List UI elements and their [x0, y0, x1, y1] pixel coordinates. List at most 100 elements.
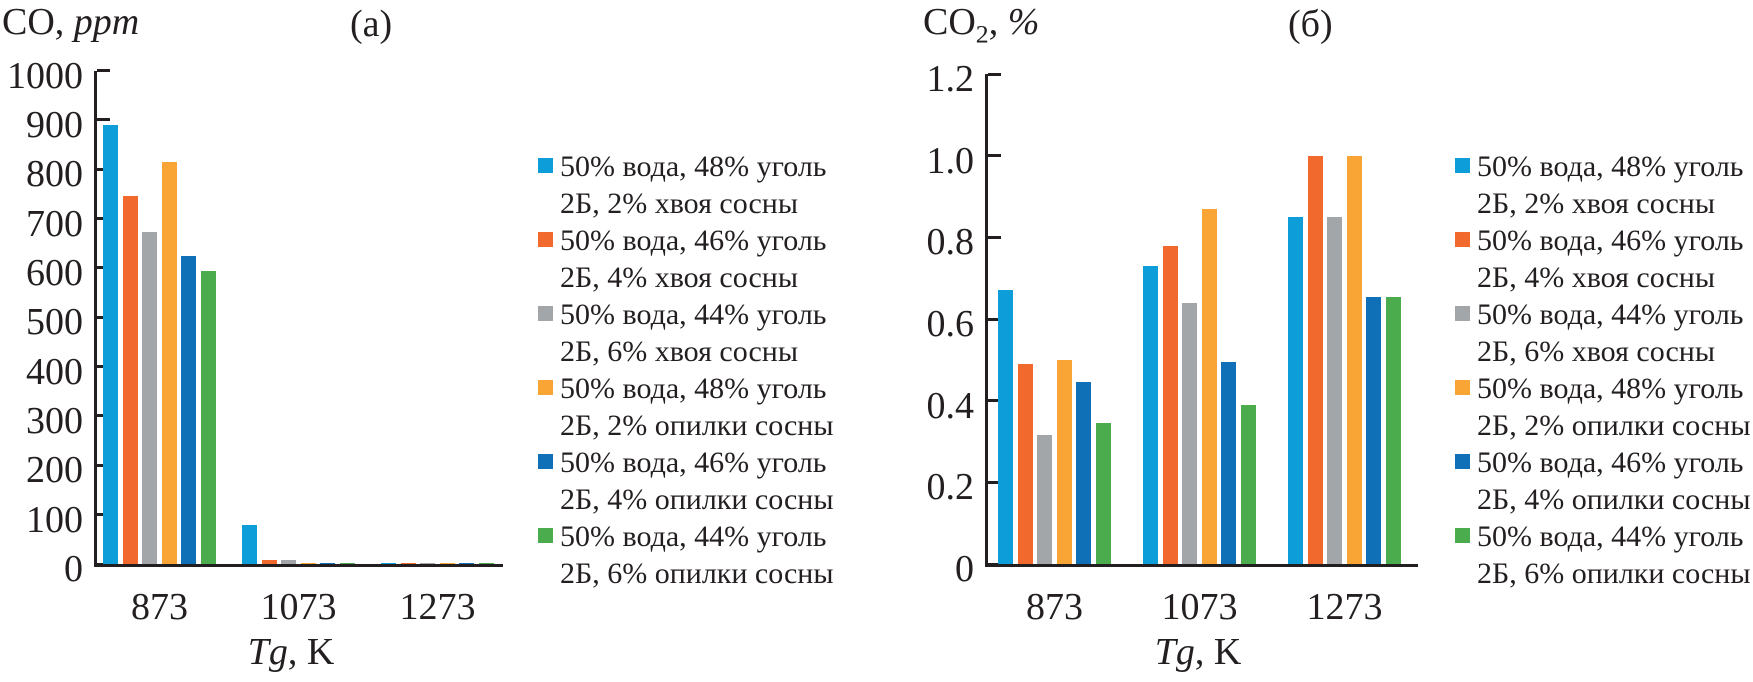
bar — [1346, 155, 1362, 564]
y-tick-label: 0 — [64, 548, 83, 590]
legend-entry: 50% вода, 44% уголь 2Б, 6% опилки сосны — [538, 518, 848, 592]
y-tick-label: 0.2 — [926, 466, 975, 509]
legend-entry: 50% вода, 48% уголь 2Б, 2% хвоя сосны — [1455, 148, 1753, 222]
y-tick-label: 400 — [26, 350, 83, 393]
chart-a-title-main: CO — [2, 1, 55, 43]
x-tick-label: 873 — [1026, 586, 1083, 628]
bar — [1017, 363, 1033, 564]
legend-swatch — [538, 380, 553, 395]
legend-entry: 50% вода, 44% уголь 2Б, 6% хвоя сосны — [1455, 296, 1753, 370]
bar — [242, 524, 257, 564]
y-tick-label: 300 — [26, 399, 83, 442]
bar — [1143, 265, 1158, 564]
legend-swatch — [1455, 528, 1470, 543]
chart-b-x-unit: , K — [1194, 631, 1242, 673]
legend-label-line: 2Б, 6% опилки сосны — [1477, 557, 1751, 590]
bar — [1201, 208, 1217, 564]
y-tick-label: 0.8 — [926, 221, 975, 264]
legend-entry: 50% вода, 44% уголь 2Б, 6% хвоя сосны — [538, 296, 848, 370]
x-axis — [93, 564, 503, 567]
y-tick-label: 1000 — [7, 54, 83, 97]
legend-label-line: 50% вода, 46% уголь — [560, 224, 827, 257]
bar — [479, 562, 494, 564]
bar — [1182, 302, 1198, 564]
legend-label-line: 50% вода, 44% уголь — [560, 520, 827, 553]
x-tick-label: 1073 — [260, 586, 337, 628]
legend-label-line: 2Б, 2% хвоя сосны — [1477, 187, 1715, 220]
bar — [1056, 359, 1072, 564]
chart-a-legend: 50% вода, 48% уголь 2Б, 2% хвоя сосны 50% … — [538, 148, 848, 592]
y-tick-label: 200 — [26, 449, 83, 492]
y-tick — [987, 399, 1001, 403]
legend-label-line: 50% вода, 44% уголь — [1477, 520, 1744, 553]
bar — [320, 562, 336, 564]
y-tick — [987, 317, 1001, 321]
y-tick-label: 0.6 — [926, 303, 975, 345]
chart-b-legend: 50% вода, 48% уголь 2Б, 2% хвоя сосны 50% … — [1455, 148, 1753, 592]
y-tick-label: 600 — [26, 251, 83, 294]
y-tick-label: 1.0 — [926, 139, 975, 182]
legend-entry: 50% вода, 48% уголь 2Б, 2% опилки сосны — [538, 370, 848, 444]
chart-a-y-axis-title: CO, ppm — [2, 1, 140, 49]
legend-swatch — [538, 306, 553, 321]
legend-entry: 50% вода, 48% уголь 2Б, 2% хвоя сосны — [538, 148, 848, 222]
chart-b-title-sep: , — [988, 1, 999, 43]
bar — [439, 562, 455, 564]
bar — [1162, 245, 1178, 564]
legend-label-line: 2Б, 4% опилки сосны — [560, 483, 834, 516]
bar — [1221, 361, 1237, 564]
chart-b-title-main: CO — [923, 1, 976, 43]
legend-label-line: 2Б, 6% хвоя сосны — [1477, 335, 1715, 368]
legend-swatch — [1455, 380, 1470, 395]
y-tick — [96, 562, 110, 566]
y-tick-label: 0 — [955, 548, 974, 590]
legend-label-line: 50% вода, 48% уголь — [1477, 372, 1744, 405]
legend-label-line: 2Б, 2% опилки сосны — [1477, 409, 1751, 442]
bar — [420, 562, 436, 564]
bar — [459, 562, 475, 564]
bar — [300, 562, 316, 564]
bar — [1307, 155, 1323, 564]
bar — [1386, 296, 1401, 564]
y-tick-label: 900 — [26, 103, 83, 146]
bar — [1076, 382, 1092, 564]
y-tick-label: 700 — [26, 202, 83, 245]
chart-a-x-axis-title: Tg, K — [211, 631, 371, 674]
legend-swatch — [1455, 306, 1470, 321]
bar — [340, 562, 355, 564]
y-tick — [96, 118, 110, 122]
legend-label-line: 50% вода, 48% уголь — [560, 372, 827, 405]
legend-label-line: 50% вода, 46% уголь — [560, 446, 827, 479]
x-tick-label: 1073 — [1161, 586, 1238, 628]
legend-swatch — [1455, 158, 1470, 173]
legend-swatch — [538, 528, 553, 543]
bar — [1327, 216, 1343, 564]
legend-entry: 50% вода, 48% уголь 2Б, 2% опилки сосны — [1455, 370, 1753, 444]
y-tick-label: 800 — [26, 153, 83, 196]
chart-a-x-var: Tg — [247, 631, 288, 673]
bar — [1037, 435, 1053, 564]
bar — [201, 271, 216, 564]
panel-a-label: (a) — [350, 3, 393, 45]
legend-swatch — [538, 454, 553, 469]
x-tick-label: 1273 — [1306, 586, 1383, 628]
legend-label-line: 50% вода, 44% уголь — [560, 298, 827, 331]
chart-b-x-axis-title: Tg, K — [1118, 631, 1278, 674]
y-tick-label: 500 — [26, 301, 83, 344]
y-tick — [987, 72, 1001, 76]
chart-a-title-unit: ppm — [73, 1, 140, 43]
y-tick — [987, 562, 1001, 566]
chart-b-title-sub: 2 — [975, 19, 989, 49]
bar — [400, 562, 416, 564]
legend-entry: 50% вода, 46% уголь 2Б, 4% хвоя сосны — [1455, 222, 1753, 296]
bar — [181, 255, 197, 564]
legend-entry: 50% вода, 46% уголь 2Б, 4% хвоя сосны — [538, 222, 848, 296]
y-tick-label: 100 — [26, 498, 83, 541]
legend-swatch — [538, 232, 553, 247]
legend-label-line: 2Б, 6% опилки сосны — [560, 557, 834, 590]
legend-label-line: 50% вода, 46% уголь — [1477, 224, 1744, 257]
legend-label-line: 2Б, 2% хвоя сосны — [560, 187, 798, 220]
bar — [103, 124, 118, 564]
legend-label-line: 2Б, 4% опилки сосны — [1477, 483, 1751, 516]
